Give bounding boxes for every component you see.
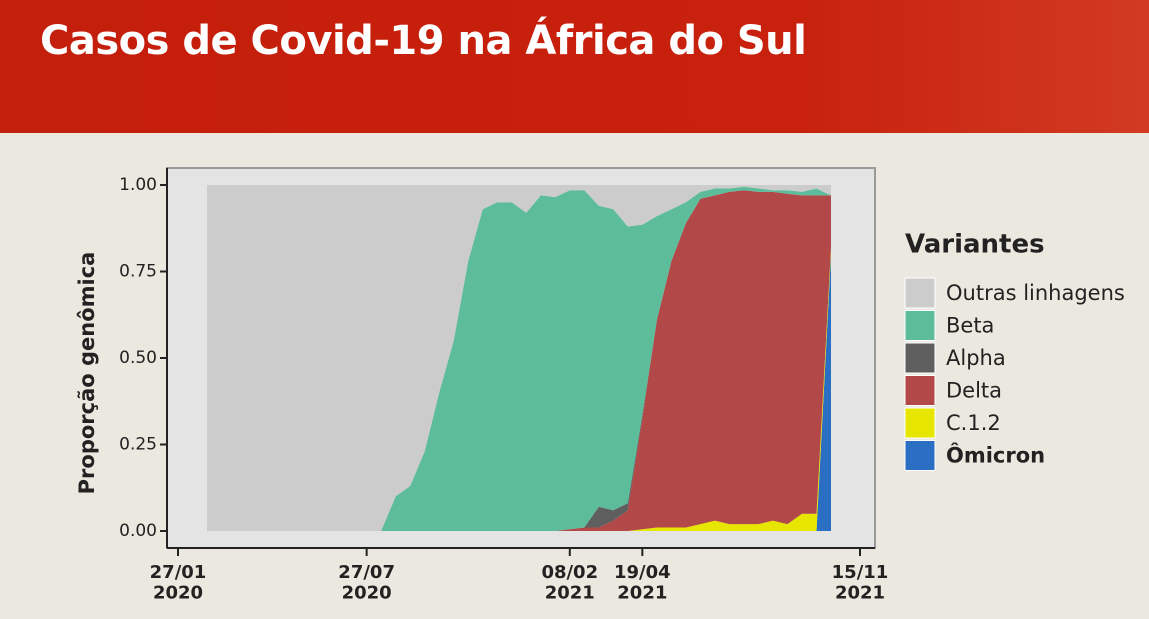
y-tick-label: 0.00 xyxy=(119,521,157,541)
header-bar: Casos de Covid-19 na África do Sul xyxy=(0,0,1149,133)
legend-label: Delta xyxy=(946,379,1002,403)
legend-title: Variantes xyxy=(905,230,1045,260)
legend-swatch xyxy=(904,407,936,439)
y-tick-label: 0.25 xyxy=(119,435,157,455)
legend-label: Outras linhagens xyxy=(946,281,1125,305)
y-tick-label: 0.75 xyxy=(119,262,157,282)
y-axis-title: Proporção genômica xyxy=(75,252,99,495)
legend-label: Ômicron xyxy=(946,443,1045,468)
x-tick-label: 27/01 2020 xyxy=(150,562,207,604)
legend-label: Alpha xyxy=(946,346,1006,370)
y-tick-label: 0.50 xyxy=(119,348,157,368)
x-tick-label: 19/04 2021 xyxy=(614,562,671,604)
x-tick-label: 08/02 2021 xyxy=(541,562,598,604)
legend-swatch xyxy=(904,342,936,374)
legend-swatch xyxy=(904,310,936,341)
plot-layer xyxy=(207,185,831,532)
legend-swatch xyxy=(904,375,936,406)
area xyxy=(207,185,831,531)
x-tick-label: 27/07 2020 xyxy=(338,562,395,604)
x-tick-label: 15/11 2021 xyxy=(832,562,889,604)
legend-swatch xyxy=(904,277,936,309)
legend-label: Beta xyxy=(946,314,994,338)
y-tick-label: 1.00 xyxy=(119,175,157,195)
page-title: Casos de Covid-19 na África do Sul xyxy=(40,18,807,64)
legend-swatch xyxy=(904,440,936,471)
area xyxy=(207,186,831,531)
legend-label: C.1.2 xyxy=(946,411,1001,435)
area xyxy=(207,190,831,531)
